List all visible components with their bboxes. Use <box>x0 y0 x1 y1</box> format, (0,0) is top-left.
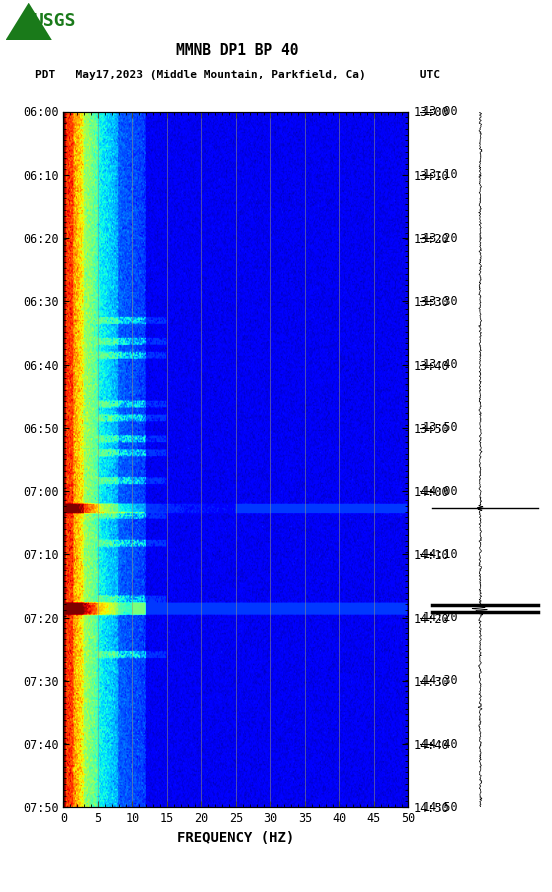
X-axis label: FREQUENCY (HZ): FREQUENCY (HZ) <box>177 830 295 845</box>
Text: 14:30: 14:30 <box>423 674 458 687</box>
Text: 14:10: 14:10 <box>423 548 458 561</box>
Text: 13:00: 13:00 <box>423 105 458 118</box>
Text: 14:20: 14:20 <box>423 611 458 624</box>
Text: 14:00: 14:00 <box>423 484 458 498</box>
Text: 14:40: 14:40 <box>423 738 458 750</box>
Polygon shape <box>6 3 52 40</box>
Text: PDT   May17,2023 (Middle Mountain, Parkfield, Ca)        UTC: PDT May17,2023 (Middle Mountain, Parkfie… <box>35 70 440 80</box>
Text: USGS: USGS <box>32 12 76 30</box>
Text: 14:50: 14:50 <box>423 801 458 814</box>
Text: MMNB DP1 BP 40: MMNB DP1 BP 40 <box>176 43 299 58</box>
Text: 13:40: 13:40 <box>423 358 458 371</box>
Text: 13:50: 13:50 <box>423 421 458 434</box>
Text: 13:30: 13:30 <box>423 294 458 308</box>
Text: 13:20: 13:20 <box>423 232 458 244</box>
Text: 13:10: 13:10 <box>423 169 458 181</box>
